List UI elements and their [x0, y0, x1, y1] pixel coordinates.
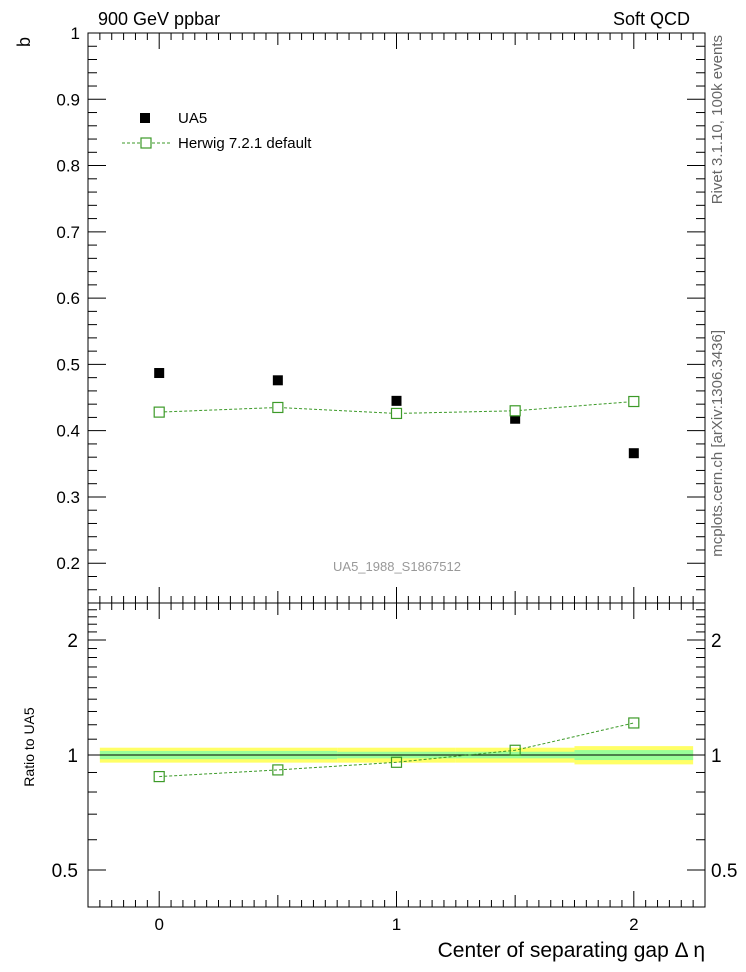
- ratio-y-tick-label-right: 1: [711, 746, 722, 767]
- herwig-main-point: [628, 395, 640, 408]
- legend: UA5 Herwig 7.2.1 default: [122, 110, 312, 152]
- herwig-ratio-point: [509, 744, 521, 756]
- data-series: [153, 368, 640, 783]
- legend-ua5-label: UA5: [178, 110, 207, 127]
- ua5-point: [628, 448, 639, 459]
- main-y-tick-label: 0.3: [56, 488, 80, 507]
- uncertainty-bands: [88, 746, 705, 765]
- herwig-main-point: [390, 407, 403, 420]
- legend-ua5-marker: [140, 113, 150, 123]
- ratio-y-tick-label-left: 2: [67, 631, 78, 652]
- ua5-point: [154, 368, 165, 379]
- ua5-point: [272, 375, 283, 386]
- herwig-ratio-point: [153, 770, 165, 783]
- herwig-main-point: [509, 405, 521, 417]
- x-tick-label: 2: [629, 915, 638, 934]
- rivet-version-label: Rivet 3.1.10, 100k events: [709, 35, 726, 204]
- main-y-tick-label: 0.7: [56, 223, 80, 242]
- ratio-y-tick-label-left: 1: [67, 746, 78, 767]
- x-axis-label: Center of separating gap Δ η: [438, 939, 705, 962]
- ratio-y-tick-label-left: 0.5: [52, 861, 78, 882]
- herwig-main-point: [272, 401, 284, 414]
- ratio-y-axis-label: Ratio to UA5: [21, 707, 37, 787]
- main-y-tick-label: 0.4: [56, 422, 80, 441]
- analysis-id-label: UA5_1988_S1867512: [333, 559, 461, 574]
- header-left-label: 900 GeV ppbar: [98, 9, 220, 29]
- main-y-tick-label: 0.6: [56, 289, 80, 308]
- ratio-y-tick-label-right: 0.5: [711, 861, 737, 882]
- herwig-ratio-point: [390, 756, 403, 768]
- main-y-tick-label: 0.2: [56, 554, 80, 573]
- x-tick-label: 0: [154, 915, 163, 934]
- header-right-label: Soft QCD: [613, 9, 690, 29]
- herwig-ratio-point: [628, 717, 640, 729]
- axis-ticks: [88, 32, 705, 908]
- ua5-point: [510, 413, 521, 424]
- x-tick-label: 1: [392, 915, 401, 934]
- herwig-main-point: [153, 406, 165, 418]
- ratio-y-tick-label-right: 2: [711, 631, 722, 652]
- plot-frames: [87, 32, 706, 908]
- ua5-point: [391, 395, 402, 406]
- tick-labels: 0.2 0.3 0.4 0.5 0.6 0.7 0.8 0.9 1 0.5 0.5 1 1 2 2 0 1 2: [52, 24, 738, 934]
- legend-herwig-label: Herwig 7.2.1 default: [178, 135, 312, 152]
- main-y-axis-label: b: [14, 37, 34, 47]
- main-y-tick-label: 0.9: [56, 90, 80, 109]
- main-y-tick-label: 1: [71, 24, 80, 43]
- legend-herwig-marker: [140, 137, 152, 149]
- mcplots-label: mcplots.cern.ch [arXiv:1306.3436]: [709, 330, 726, 557]
- herwig-ratio-point: [272, 764, 284, 776]
- main-y-tick-label: 0.5: [56, 355, 80, 374]
- herwig-ratio-line: [159, 722, 634, 778]
- main-y-tick-label: 0.8: [56, 157, 80, 176]
